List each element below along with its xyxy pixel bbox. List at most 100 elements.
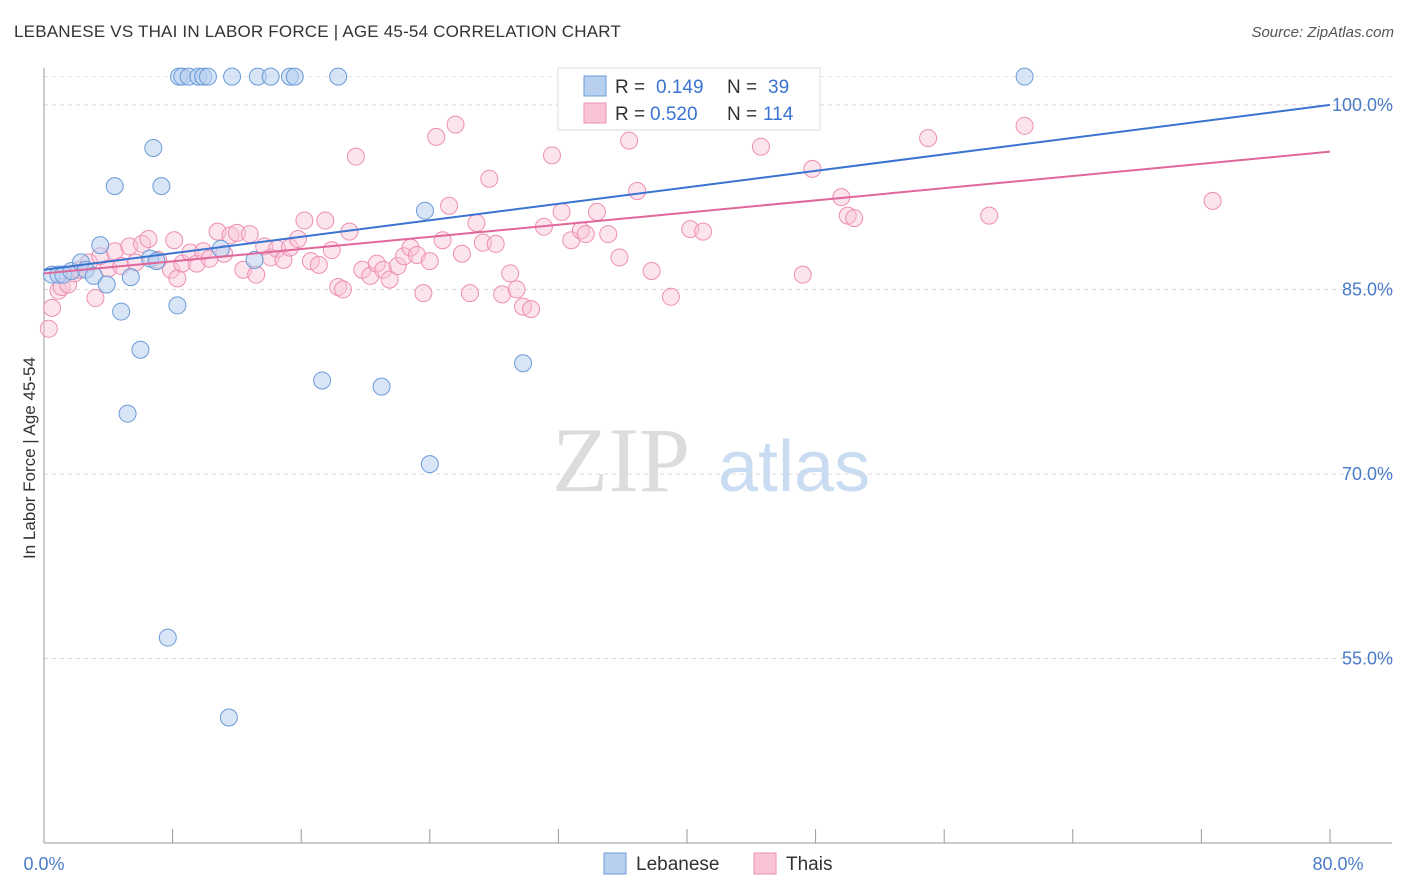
lebanese-point-9 (105, 177, 124, 196)
thais-point-92 (803, 159, 822, 178)
thais-trend-line (43, 150, 1331, 275)
thais-point-71 (507, 280, 526, 299)
thais-point-19 (165, 231, 184, 250)
y-tick-label-0: 55.0% (1342, 648, 1393, 668)
lebanese-point-18 (158, 628, 177, 647)
thais-point-68 (486, 234, 505, 253)
thais-point-76 (552, 202, 571, 221)
thais-point-81 (599, 225, 618, 244)
legend-r-value-lebanese: 0.149 (656, 77, 704, 98)
lebanese-point-7 (91, 236, 110, 255)
thais-point-69 (493, 285, 512, 304)
lebanese-point-25 (198, 67, 217, 86)
thais-point-97 (980, 206, 999, 225)
axes (43, 68, 1392, 844)
thais-point-51 (374, 260, 393, 279)
legend-r-label-thais: R = (615, 104, 645, 125)
thais-point-31 (240, 225, 259, 244)
thais-point-43 (322, 241, 341, 260)
thais-point-38 (288, 229, 307, 248)
thais-point-62 (446, 115, 465, 134)
lebanese-point-35 (329, 67, 348, 86)
lebanese-point-31 (261, 67, 280, 86)
lebanese-point-19 (168, 296, 187, 315)
legend-r-label-lebanese: R = (615, 77, 645, 98)
thais-point-8 (86, 289, 105, 308)
lebanese-points (43, 67, 1034, 727)
lebanese-point-11 (118, 404, 137, 423)
lebanese-trend-line (43, 103, 1331, 271)
thais-point-42 (316, 211, 335, 230)
lebanese-point-10 (112, 302, 131, 321)
thais-point-41 (309, 255, 328, 274)
thais-point-67 (480, 169, 499, 188)
thais-point-59 (427, 127, 446, 146)
lebanese-point-29 (245, 250, 264, 269)
thais-point-90 (751, 137, 770, 156)
y-tick-label-2: 85.0% (1342, 279, 1393, 299)
lebanese-point-28 (223, 67, 242, 86)
thais-point-16 (139, 229, 158, 248)
thais-point-58 (420, 252, 439, 271)
lebanese-point-34 (313, 371, 332, 390)
bottom-legend-swatch-lebanese (603, 852, 627, 875)
bottom-legend-label-thais: Thais (786, 854, 832, 875)
thais-point-84 (628, 182, 647, 201)
watermark-zip: ZIP (552, 409, 690, 511)
x-tick-label-1: 80.0% (1312, 854, 1363, 874)
thais-point-91 (793, 265, 812, 284)
lebanese-point-39 (514, 354, 533, 373)
bottom-legend-swatch-thais (753, 852, 777, 875)
lebanese-point-12 (121, 268, 140, 287)
thais-point-1 (43, 298, 62, 317)
lebanese-point-6 (84, 266, 103, 285)
lebanese-point-37 (415, 201, 434, 220)
thais-point-64 (460, 284, 479, 303)
thais-point-86 (661, 287, 680, 306)
thais-point-52 (380, 270, 399, 289)
grid-lines (44, 76, 1392, 659)
thais-point-99 (1203, 191, 1222, 210)
thais-point-80 (587, 202, 606, 221)
lebanese-point-13 (131, 340, 150, 359)
thais-point-79 (576, 225, 595, 244)
thais-point-83 (620, 131, 639, 150)
thais-point-82 (610, 248, 629, 267)
chart-source: Source: ZipAtlas.com (1251, 24, 1394, 41)
lebanese-point-38 (420, 455, 439, 474)
thais-point-29 (227, 223, 246, 242)
lebanese-point-40 (1015, 67, 1034, 86)
thais-point-65 (467, 214, 486, 232)
lebanese-point-27 (219, 708, 238, 727)
stats-legend: R = 0.149 N = 39 R = 0.520 N = 114 (557, 67, 821, 131)
thais-point-66 (473, 233, 492, 252)
y-tick-label-1: 70.0% (1342, 464, 1393, 484)
thais-point-96 (919, 129, 938, 148)
thais-point-85 (642, 261, 661, 280)
lebanese-point-8 (97, 275, 116, 294)
thais-point-61 (440, 196, 459, 215)
y-axis-title: In Labor Force | Age 45-54 (20, 357, 39, 559)
lebanese-point-36 (372, 377, 391, 396)
legend-swatch-lebanese (583, 75, 607, 97)
lebanese-point-33 (285, 67, 304, 86)
thais-point-44 (329, 277, 348, 296)
x-tick-label-0: 0.0% (23, 854, 64, 874)
thais-point-20 (168, 269, 187, 288)
legend-swatch-thais (583, 102, 607, 124)
lebanese-point-17 (152, 177, 171, 196)
series-legend: Lebanese Thais (603, 852, 832, 875)
thais-point-0 (39, 319, 58, 338)
legend-n-label-thais: N = (727, 104, 757, 125)
thais-point-73 (522, 300, 541, 319)
lebanese-point-15 (144, 138, 163, 157)
thais-point-98 (1015, 116, 1034, 135)
thais-point-45 (333, 280, 352, 299)
y-tick-label-3: 100.0% (1332, 95, 1393, 115)
legend-n-value-thais: 114 (763, 104, 794, 125)
watermark-atlas: atlas (718, 427, 870, 507)
thais-point-95 (845, 209, 864, 228)
thais-point-47 (346, 147, 365, 166)
legend-r-value-thais: 0.520 (650, 104, 698, 125)
